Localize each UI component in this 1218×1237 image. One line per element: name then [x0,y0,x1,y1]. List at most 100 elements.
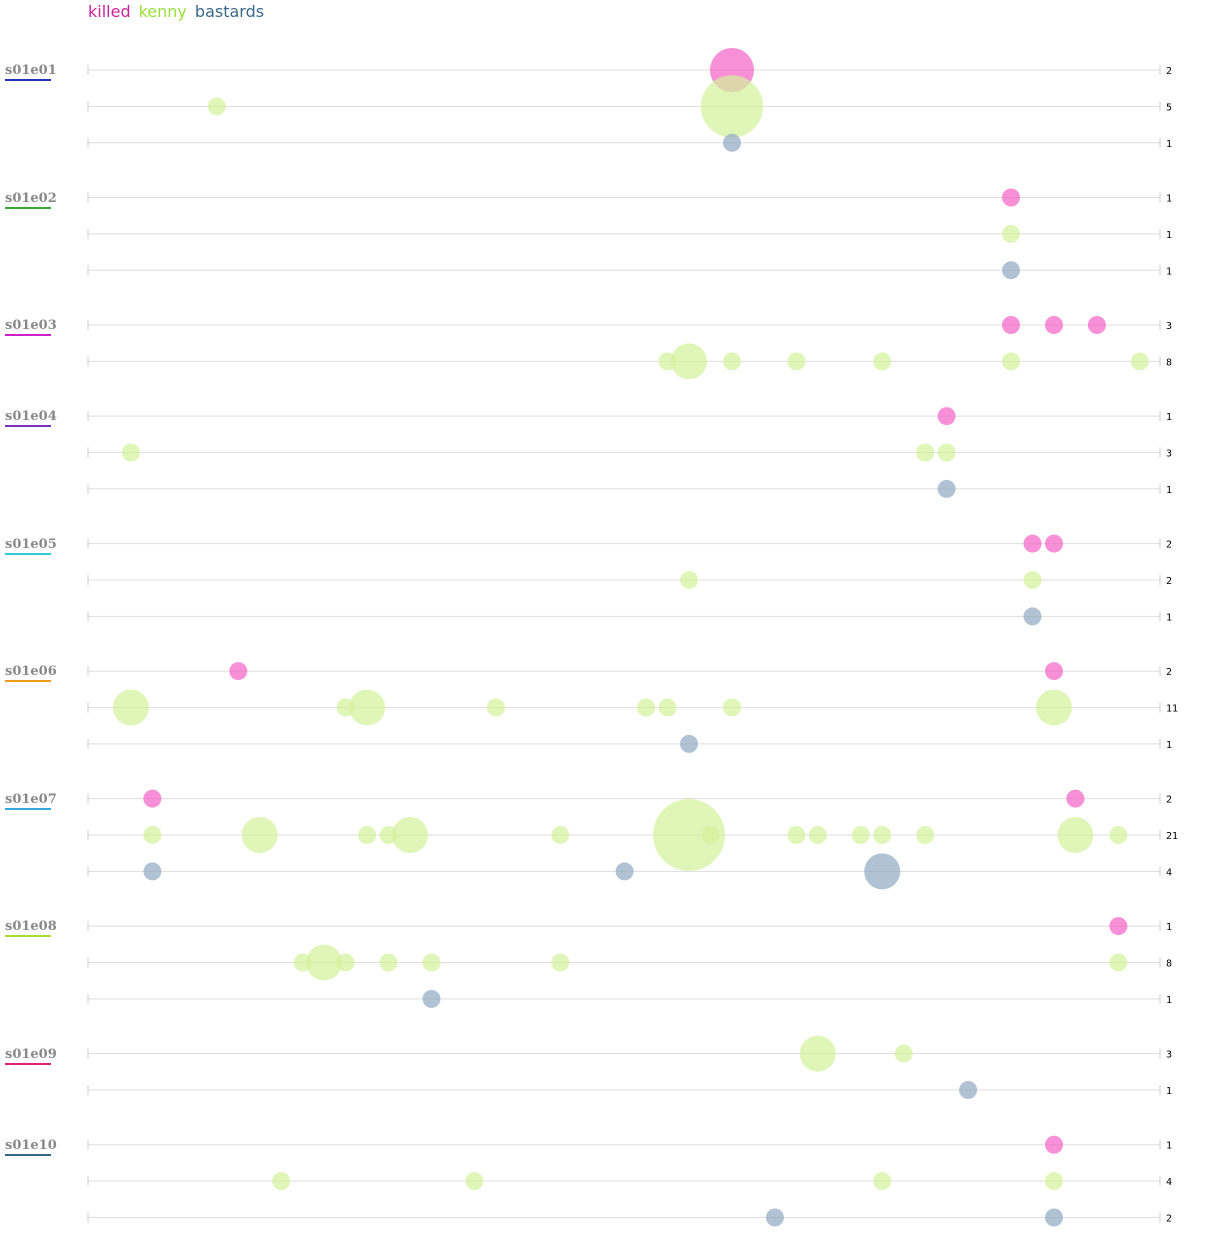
bubble-kenny[interactable] [637,698,656,717]
bubble-kenny[interactable] [551,826,570,844]
bubble-killed[interactable] [1002,316,1020,334]
bubble-bastards[interactable] [864,853,901,890]
row-count-label: 1 [1166,485,1172,496]
episode-label-s01e03[interactable]: s01e03 [5,318,57,336]
bubble-kenny[interactable] [671,343,707,380]
bubble-bastards[interactable] [937,479,956,498]
bubble-kenny[interactable] [392,817,428,853]
bubble-kenny[interactable] [1057,817,1094,853]
episode-label-s01e05[interactable]: s01e05 [5,537,57,555]
bubble-kenny[interactable] [121,443,140,462]
episode-underline [5,206,51,209]
bubble-killed[interactable] [229,662,248,681]
chart-legend: killed kenny bastards [88,2,272,21]
bubble-kenny[interactable] [551,953,570,972]
bubble-kenny[interactable] [723,352,741,371]
episode-label-s01e01[interactable]: s01e01 [5,63,57,81]
bubble-killed[interactable] [1045,1135,1063,1154]
bubble-kenny[interactable] [658,698,677,717]
bubble-bastards[interactable] [422,989,441,1008]
row-s01e07-killed: 2 [87,789,1172,808]
bubble-bastards[interactable] [1023,607,1042,626]
row-count-label: 2 [1166,1214,1172,1225]
bubble-kenny[interactable] [799,1035,836,1072]
row-s01e02-killed: 1 [87,188,1172,207]
bubble-bastards[interactable] [959,1081,978,1099]
episode-label-s01e09[interactable]: s01e09 [5,1047,57,1065]
legend-kenny: kenny [138,2,187,21]
bubble-kenny[interactable] [207,97,226,116]
bubble-bastards[interactable] [1045,1208,1063,1227]
bubble-kenny[interactable] [851,826,870,844]
row-count-label: 11 [1166,704,1178,715]
bubble-kenny[interactable] [894,1044,913,1063]
bubble-kenny[interactable] [1109,826,1128,844]
bubble-killed[interactable] [1109,917,1128,936]
row-count-label: 1 [1166,922,1172,933]
bubble-killed[interactable] [1023,534,1042,553]
bubble-kenny[interactable] [112,689,149,726]
bubble-bastards[interactable] [680,734,698,753]
bubble-killed[interactable] [1045,662,1063,681]
bubble-kenny[interactable] [486,698,505,717]
bubble-kenny[interactable] [143,826,162,844]
bubble-killed[interactable] [1087,316,1106,334]
row-s01e01-kenny: 5 [87,75,1172,138]
bubble-kenny[interactable] [916,443,935,462]
bubble-killed[interactable] [1045,316,1063,334]
bubble-killed[interactable] [143,789,162,808]
bubble-bastards[interactable] [765,1208,784,1227]
row-count-label: 3 [1166,321,1172,332]
episode-label-s01e08[interactable]: s01e08 [5,919,57,938]
bubble-kenny[interactable] [937,443,956,462]
bubble-killed[interactable] [937,407,956,426]
bubble-kenny[interactable] [808,826,827,844]
bubble-kenny[interactable] [680,571,698,589]
bubble-killed[interactable] [1066,789,1085,808]
bubble-kenny[interactable] [465,1172,484,1191]
episode-underline [5,334,51,336]
bubble-bastards[interactable] [615,862,634,881]
row-count-label: 1 [1166,139,1172,150]
bubble-kenny[interactable] [701,826,720,844]
bubble-bastards[interactable] [1002,261,1020,280]
bubble-kenny[interactable] [272,1172,291,1191]
bubble-kenny[interactable] [653,799,725,871]
episode-label-s01e04[interactable]: s01e04 [5,409,57,428]
bubble-kenny[interactable] [873,826,892,844]
bubble-kenny[interactable] [306,944,343,981]
episode-label-text: s01e04 [5,409,57,425]
bubble-kenny[interactable] [723,698,741,717]
bubble-kenny[interactable] [873,352,892,371]
bubble-kenny[interactable] [1002,352,1020,371]
bubble-killed[interactable] [1045,534,1063,553]
bubble-kenny[interactable] [700,75,764,138]
episode-label-text: s01e08 [5,919,57,935]
bubble-kenny[interactable] [787,826,806,844]
episode-label-s01e02[interactable]: s01e02 [5,191,57,209]
bubble-kenny[interactable] [916,826,935,844]
bubble-kenny[interactable] [422,953,441,972]
episode-label-s01e06[interactable]: s01e06 [5,664,57,683]
bubble-kenny[interactable] [349,689,386,726]
legend-bastards: bastards [194,2,265,21]
episode-underline [5,1153,51,1156]
bubble-kenny[interactable] [241,817,278,853]
bubble-kenny[interactable] [1109,953,1128,972]
episode-label-s01e10[interactable]: s01e10 [5,1138,57,1156]
bubble-kenny[interactable] [1130,352,1149,371]
episode-label-s01e07[interactable]: s01e07 [5,792,57,810]
bubble-kenny[interactable] [1002,224,1020,243]
bubble-kenny[interactable] [1023,571,1042,589]
bubble-kenny[interactable] [379,953,398,972]
bubble-bastards[interactable] [143,862,162,881]
bubble-bastards[interactable] [723,133,741,152]
bubble-kenny[interactable] [787,352,806,371]
bubble-kenny[interactable] [873,1172,892,1191]
bubble-kenny[interactable] [1045,1172,1063,1191]
bubble-kenny[interactable] [1036,689,1072,726]
legend-killed: killed [88,2,131,21]
bubble-kenny[interactable] [358,826,377,844]
bubble-killed[interactable] [1002,188,1020,207]
bubble-kenny[interactable] [336,953,355,972]
